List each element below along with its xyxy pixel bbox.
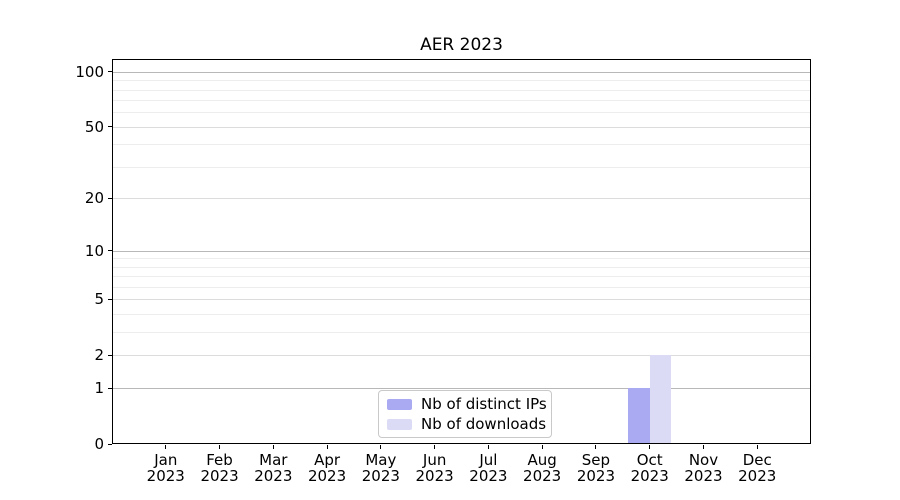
legend-swatch-downloads <box>387 418 412 430</box>
y-gridline-minor <box>113 100 810 102</box>
x-tick <box>756 445 758 449</box>
x-tick <box>272 445 274 449</box>
y-tick <box>108 250 112 252</box>
x-tick <box>326 445 328 449</box>
y-tick-label: 0 <box>94 435 104 453</box>
y-tick <box>108 298 112 300</box>
x-tick-label: Jun 2023 <box>415 451 454 485</box>
y-tick <box>108 387 112 389</box>
y-gridline-minor <box>113 258 810 260</box>
y-gridline-minor <box>113 266 810 268</box>
y-gridline-major <box>113 71 810 73</box>
x-tick <box>649 445 651 449</box>
y-tick <box>108 71 112 73</box>
y-tick-label: 5 <box>94 290 104 309</box>
x-tick-label: Apr 2023 <box>307 451 347 485</box>
y-tick-label: 1 <box>94 379 104 398</box>
x-tick-label: Sep 2023 <box>576 451 616 485</box>
y-gridline-major <box>113 388 810 390</box>
y-tick-label: 100 <box>75 62 104 81</box>
y-tick <box>108 126 112 128</box>
legend-entry-distinct-ips: Nb of distinct IPs <box>387 395 547 413</box>
legend-entry-downloads: Nb of downloads <box>387 415 547 433</box>
legend-label-distinct-ips: Nb of distinct IPs <box>421 395 547 413</box>
x-tick <box>434 445 436 449</box>
y-tick-label: 10 <box>84 241 104 260</box>
bar-nb-of-downloads-oct <box>649 355 672 444</box>
x-tick <box>702 445 704 449</box>
x-tick-label: Dec 2023 <box>738 451 777 485</box>
y-gridline-minor <box>113 287 810 289</box>
chart-title: AER 2023 <box>420 35 503 55</box>
x-tick-label: Nov 2023 <box>684 451 723 485</box>
y-gridline-minor <box>113 332 810 334</box>
y-tick-label: 50 <box>84 117 104 136</box>
y-gridline-minor <box>113 166 810 168</box>
x-tick-label: Oct 2023 <box>630 451 669 485</box>
x-tick <box>541 445 543 449</box>
x-tick <box>219 445 221 449</box>
legend-label-downloads: Nb of downloads <box>421 415 547 433</box>
x-tick <box>380 445 382 449</box>
legend-swatch-distinct-ips <box>387 398 412 410</box>
y-tick-label: 2 <box>94 346 104 365</box>
y-gridline-major <box>113 355 810 357</box>
y-gridline-major <box>113 126 810 128</box>
y-tick <box>108 197 112 199</box>
y-gridline-minor <box>113 89 810 91</box>
x-tick <box>165 445 167 449</box>
x-tick-label: May 2023 <box>361 451 400 485</box>
x-tick-label: Aug 2023 <box>523 451 562 485</box>
x-tick <box>487 445 489 449</box>
x-tick-label: Jul 2023 <box>469 451 508 485</box>
x-tick <box>595 445 597 449</box>
y-gridline-minor <box>113 314 810 316</box>
y-gridline-minor <box>113 276 810 278</box>
y-gridline-minor <box>113 144 810 146</box>
x-tick-label: Mar 2023 <box>254 451 293 485</box>
y-gridline-minor <box>113 112 810 114</box>
y-gridline-major <box>113 250 810 252</box>
x-tick-label: Jan 2023 <box>146 451 185 485</box>
y-gridline-minor <box>113 80 810 82</box>
y-gridline-major <box>113 299 810 301</box>
x-tick-label: Feb 2023 <box>200 451 239 485</box>
y-tick <box>108 443 112 445</box>
y-tick-label: 20 <box>84 189 104 208</box>
legend: Nb of distinct IPs Nb of downloads <box>378 390 552 438</box>
bar-nb-of-distinct-ips-oct <box>627 388 650 444</box>
y-gridline-major <box>113 198 810 200</box>
y-tick <box>108 354 112 356</box>
